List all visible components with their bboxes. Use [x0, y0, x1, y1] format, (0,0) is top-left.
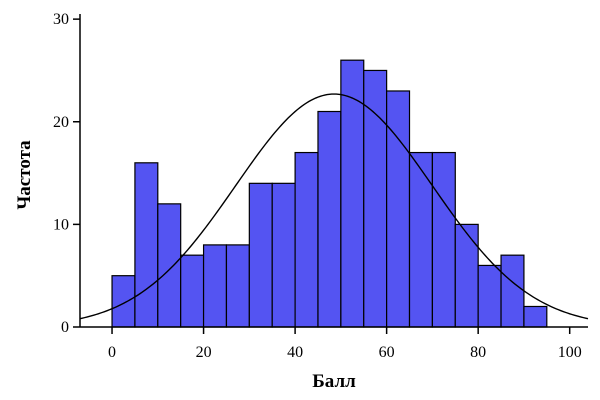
histogram-bar-16: [454, 223, 479, 328]
histogram-bar-6: [225, 244, 250, 328]
x-axis-label: Балл: [312, 371, 356, 392]
histogram-bar-7: [248, 182, 273, 328]
histogram-bar-11: [340, 59, 365, 328]
histogram-bar-19: [523, 305, 548, 328]
x-tick-label-40: 40: [287, 344, 303, 361]
x-tick-label-80: 80: [470, 344, 486, 361]
curve-group: [79, 93, 589, 320]
histogram-bar-12: [363, 69, 388, 328]
histogram-bar-5: [202, 244, 228, 328]
histogram-bar-2: [134, 162, 159, 328]
x-tick-label-100: 100: [558, 344, 582, 361]
histogram-bar-9: [294, 151, 319, 328]
y-axis-label: Частота: [14, 140, 35, 210]
bars-group: [111, 59, 548, 328]
y-tick-label-30: 30: [53, 11, 69, 28]
histogram-bar-3: [157, 203, 182, 328]
y-tick-label-20: 20: [53, 114, 69, 131]
y-tick-label-10: 10: [53, 216, 69, 233]
histogram-bar-17: [477, 264, 502, 328]
normal-curve-line: [79, 93, 589, 320]
histogram-bar-18: [500, 254, 525, 328]
x-tick-label-0: 0: [108, 344, 116, 361]
histogram-bar-14: [408, 151, 433, 328]
histogram-bar-1: [111, 275, 136, 328]
axes-group: 0 10 20 30 0 20 40 60 80 100: [53, 11, 588, 361]
histogram-bar-13: [386, 90, 411, 328]
histogram-bar-10: [317, 110, 342, 328]
x-tick-label-20: 20: [196, 344, 212, 361]
histogram-bar-8: [271, 182, 296, 328]
x-tick-label-60: 60: [379, 344, 395, 361]
histogram-bar-4: [180, 254, 205, 328]
histogram-bar-15: [431, 151, 456, 328]
y-tick-label-0: 0: [61, 319, 69, 336]
